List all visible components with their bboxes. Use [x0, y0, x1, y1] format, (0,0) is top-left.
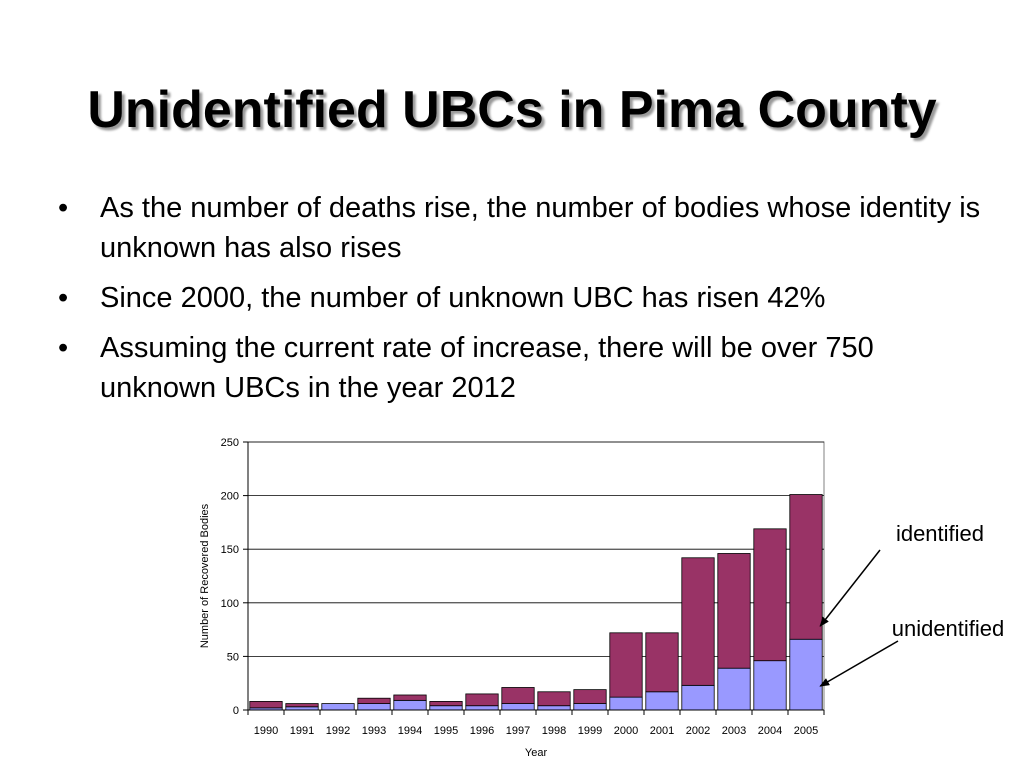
bar-segment-series-1-2005 — [789, 494, 823, 640]
bar-segment-series-1-2000 — [609, 632, 643, 698]
y-tick-label: 250 — [221, 437, 239, 449]
y-axis-label: Number of Recovered Bodies — [199, 503, 211, 648]
y-tick-label: 100 — [221, 598, 239, 610]
x-tick-label: 2000 — [614, 725, 638, 737]
bar-segment-series-0-1998 — [537, 705, 571, 711]
bullet-list: • As the number of deaths rise, the numb… — [58, 188, 988, 418]
x-tick-label: 1997 — [506, 725, 530, 737]
annotation-arrow — [819, 640, 899, 687]
bar-segment-series-1-1997 — [501, 687, 535, 704]
bullet-item: • As the number of deaths rise, the numb… — [58, 188, 988, 268]
bullet-text: As the number of deaths rise, the number… — [100, 192, 981, 264]
x-tick-label: 1999 — [578, 725, 602, 737]
annotation-label: unidentified — [892, 616, 1005, 641]
bar-segment-series-0-2003 — [717, 667, 751, 711]
slide-title: Unidentified UBCs in Pima County — [87, 81, 937, 139]
y-tick-label: 200 — [221, 491, 239, 503]
bar-segment-series-0-2004 — [753, 660, 787, 711]
bullet-symbol: • — [58, 332, 69, 364]
chart-bars — [249, 494, 823, 711]
annotation-label: identified — [896, 521, 984, 546]
x-tick-label: 2002 — [686, 725, 710, 737]
x-tick-label: 1990 — [254, 725, 278, 737]
bar-segment-series-1-1990 — [249, 701, 283, 709]
bar-segment-series-0-2000 — [609, 696, 643, 711]
bar-segment-series-1-2003 — [717, 553, 751, 669]
bar-segment-series-0-1992 — [321, 703, 355, 711]
x-tick-label: 1991 — [290, 725, 314, 737]
x-tick-label: 2004 — [758, 725, 782, 737]
y-tick-label: 0 — [233, 705, 239, 717]
bar-segment-series-0-1999 — [573, 703, 607, 711]
bar-segment-series-0-1993 — [357, 703, 391, 711]
bar-segment-series-1-2001 — [645, 632, 679, 693]
x-axis-label: Year — [525, 747, 548, 759]
bar-segment-series-0-2005 — [789, 638, 823, 711]
bar-segment-series-1-1993 — [357, 697, 391, 704]
bullet-item: • Since 2000, the number of unknown UBC … — [58, 278, 988, 318]
x-tick-label: 2005 — [794, 725, 818, 737]
x-tick-label: 1993 — [362, 725, 386, 737]
chart-labels: 0 50 100 150 200 250 1990 1991 1992 1993 1994 1995 1… — [199, 437, 818, 759]
x-tick-label: 2001 — [650, 725, 674, 737]
bar-segment-series-0-2001 — [645, 691, 679, 711]
y-tick-label: 50 — [227, 651, 239, 663]
bar-segment-series-0-2002 — [681, 684, 715, 711]
x-tick-label: 1995 — [434, 725, 458, 737]
bar-segment-series-0-1996 — [465, 705, 499, 711]
bullet-text: Since 2000, the number of unknown UBC ha… — [100, 282, 826, 314]
bar-segment-series-1-2004 — [753, 528, 787, 662]
bar-segment-series-1-1994 — [393, 694, 427, 701]
bullet-symbol: • — [58, 282, 69, 314]
bullet-item: • Assuming the current rate of increase,… — [58, 328, 988, 408]
x-tick-label: 1992 — [326, 725, 350, 737]
bar-segment-series-1-1991 — [285, 703, 319, 708]
x-tick-label: 1998 — [542, 725, 566, 737]
bar-segment-series-0-1997 — [501, 703, 535, 711]
x-tick-label: 1994 — [398, 725, 422, 737]
annotation-arrow — [819, 549, 881, 627]
bar-segment-series-1-1998 — [537, 691, 571, 707]
y-tick-label: 150 — [221, 544, 239, 556]
bar-segment-series-1-2002 — [681, 557, 715, 686]
bullet-symbol: • — [58, 192, 69, 224]
bar-segment-series-1-1999 — [573, 689, 607, 704]
chart-axes — [243, 441, 825, 715]
x-tick-label: 2003 — [722, 725, 746, 737]
bar-segment-series-1-1995 — [429, 701, 463, 707]
bar-segment-series-0-1995 — [429, 705, 463, 711]
bar-segment-series-1-1996 — [465, 693, 499, 707]
bar-segment-series-0-1994 — [393, 699, 427, 711]
x-tick-label: 1996 — [470, 725, 494, 737]
chart-annotations: identified unidentified — [819, 521, 1005, 687]
bullet-text: Assuming the current rate of increase, t… — [100, 332, 874, 404]
